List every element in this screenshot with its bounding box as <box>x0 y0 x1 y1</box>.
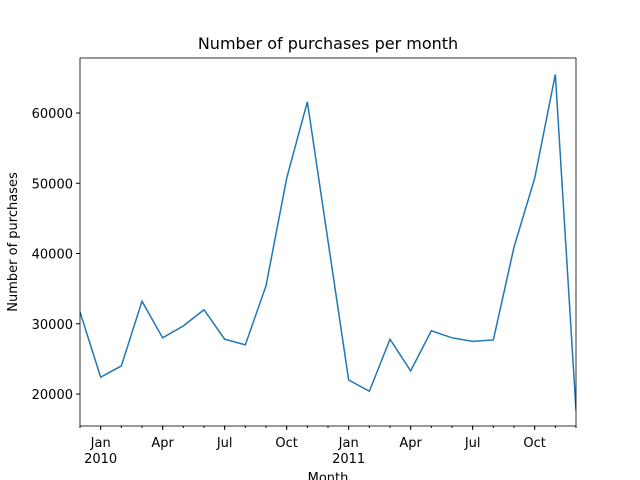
y-tick-label: 40000 <box>32 248 73 263</box>
y-tick-label: 60000 <box>32 107 73 122</box>
x-tick-label: Jan <box>338 436 359 451</box>
x-tick-label: Jul <box>216 436 233 451</box>
x-tick-label: Jan <box>90 436 111 451</box>
y-tick-label: 50000 <box>32 177 73 192</box>
x-tick-label: Jul <box>464 436 481 451</box>
x-tick-label: Apr <box>151 436 174 451</box>
y-axis-label: Number of purchases <box>6 172 21 312</box>
data-line <box>80 74 576 411</box>
y-tick-label: 30000 <box>32 318 73 333</box>
y-tick-label: 20000 <box>32 388 73 403</box>
x-axis-label: Month <box>308 471 349 480</box>
x-tick-label: Oct <box>275 436 297 451</box>
x-tick-label: 2011 <box>332 452 365 467</box>
x-tick-label: Oct <box>523 436 545 451</box>
plot-frame <box>79 57 577 427</box>
x-tick-label: Apr <box>399 436 422 451</box>
chart-title: Number of purchases per month <box>198 34 458 53</box>
x-tick-label: 2010 <box>84 452 117 467</box>
